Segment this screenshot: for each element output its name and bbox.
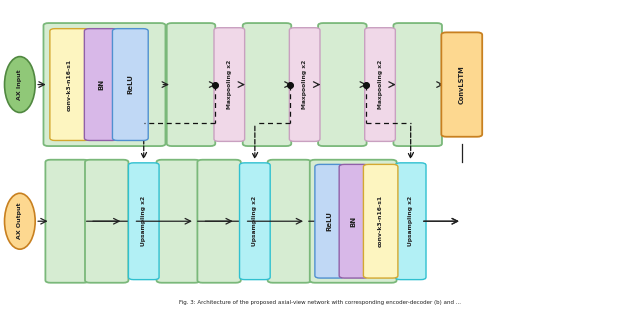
FancyBboxPatch shape [44, 23, 166, 146]
FancyBboxPatch shape [364, 164, 398, 278]
FancyBboxPatch shape [394, 23, 442, 146]
Text: Upsampling x2: Upsampling x2 [252, 196, 257, 246]
FancyBboxPatch shape [339, 164, 369, 278]
FancyBboxPatch shape [310, 160, 397, 283]
Text: ConvLSTM: ConvLSTM [459, 65, 465, 104]
FancyBboxPatch shape [85, 160, 129, 283]
Ellipse shape [4, 193, 35, 249]
FancyBboxPatch shape [243, 23, 291, 146]
FancyBboxPatch shape [197, 160, 241, 283]
Text: Upsampling x2: Upsampling x2 [141, 196, 147, 246]
FancyBboxPatch shape [113, 29, 148, 140]
Text: conv-k3-n16-s1: conv-k3-n16-s1 [67, 58, 72, 111]
Text: BN: BN [351, 216, 357, 227]
Ellipse shape [4, 56, 35, 113]
FancyBboxPatch shape [239, 163, 270, 280]
FancyBboxPatch shape [365, 28, 396, 141]
FancyBboxPatch shape [318, 23, 367, 146]
FancyBboxPatch shape [289, 28, 320, 141]
FancyBboxPatch shape [214, 28, 244, 141]
Text: conv-k3-n16-s1: conv-k3-n16-s1 [378, 195, 383, 247]
FancyBboxPatch shape [167, 23, 215, 146]
FancyBboxPatch shape [442, 32, 482, 137]
FancyBboxPatch shape [157, 160, 200, 283]
Text: Fig. 3: Architecture of the proposed axial-view network with corresponding encod: Fig. 3: Architecture of the proposed axi… [179, 300, 461, 305]
Text: Maxpooling x2: Maxpooling x2 [302, 60, 307, 109]
FancyBboxPatch shape [396, 163, 426, 280]
FancyBboxPatch shape [45, 160, 89, 283]
FancyBboxPatch shape [50, 29, 90, 140]
FancyBboxPatch shape [129, 163, 159, 280]
Text: Maxpooling x2: Maxpooling x2 [378, 60, 383, 109]
Text: BN: BN [98, 79, 104, 90]
Text: ReLU: ReLU [326, 211, 333, 231]
FancyBboxPatch shape [84, 29, 118, 140]
FancyBboxPatch shape [268, 160, 311, 283]
Text: ReLU: ReLU [127, 75, 133, 95]
Text: Upsampling x2: Upsampling x2 [408, 196, 413, 246]
Text: AX Input: AX Input [17, 69, 22, 100]
Text: AX Output: AX Output [17, 203, 22, 240]
FancyBboxPatch shape [315, 164, 344, 278]
Text: Maxpooling x2: Maxpooling x2 [227, 60, 232, 109]
